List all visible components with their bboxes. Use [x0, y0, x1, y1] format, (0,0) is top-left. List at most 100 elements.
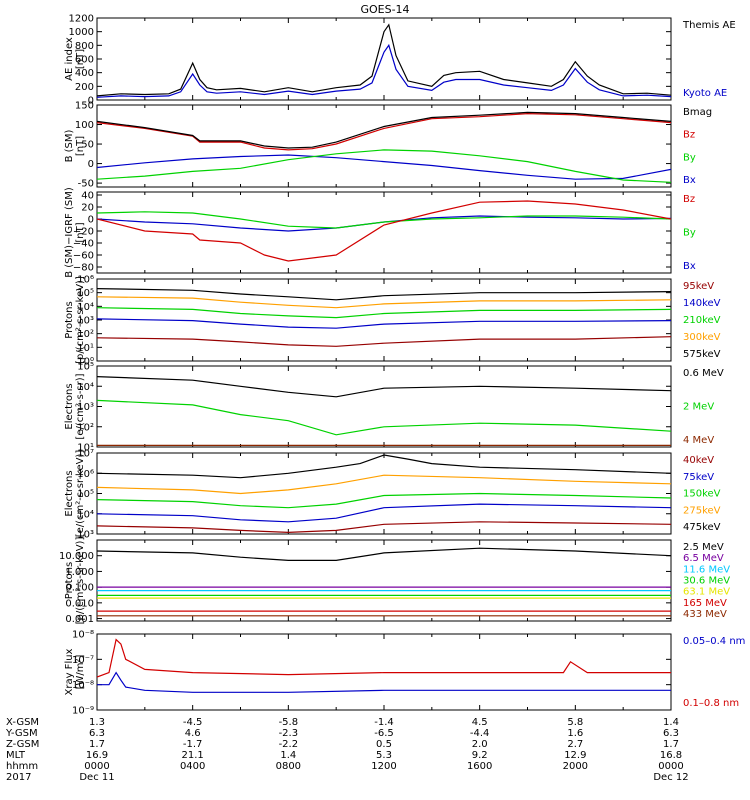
y-axis-label: Electrons: [64, 470, 75, 516]
legend-entry: 475keV: [683, 522, 721, 533]
x-tick-value: 16.8: [660, 750, 682, 761]
x-tick-value: 1200: [371, 761, 396, 772]
series-line-electrons-kev-2: [97, 492, 671, 509]
y-axis-label: B (SM): [64, 129, 75, 162]
legend-entry: By: [683, 228, 696, 239]
y-tick-label: 10⁻⁸: [72, 630, 94, 641]
y-tick-label: 10⁴: [77, 382, 94, 393]
y-axis-label: Electrons: [64, 383, 75, 429]
series-line-protons-kev-4: [97, 336, 671, 347]
x-tick-value: 2.7: [567, 739, 583, 750]
x-tick-value: -1.4: [374, 717, 394, 728]
x-tick-value: 1.6: [567, 728, 583, 739]
y-tick-label: 10⁶: [77, 275, 94, 286]
y-tick-label: 100: [75, 120, 94, 131]
x-tick-value: -6.5: [374, 728, 394, 739]
legend-entry: 30.6 MeV: [683, 576, 730, 587]
y-tick-label: 10⁶: [77, 469, 94, 480]
y-tick-label: −20: [73, 227, 94, 238]
legend-entry: 140keV: [683, 298, 721, 309]
series-line-electrons-mev-1: [97, 399, 671, 436]
y-tick-label: 0: [88, 96, 94, 107]
y-axis-label: [p/(cm²-s-sr-keV)]: [75, 537, 86, 625]
y-axis-label: Protons: [64, 301, 75, 338]
x-tick-value: 21.1: [182, 750, 204, 761]
y-axis-label: AE index: [64, 37, 75, 81]
series-line-protons-kev-1: [97, 296, 671, 309]
series-line-digrf-1: [97, 211, 671, 229]
legend-entry: Bx: [683, 261, 696, 272]
legend-entry: Bmag: [683, 107, 712, 118]
y-tick-label: 10²: [77, 329, 94, 340]
x-tick-value: 16.9: [86, 750, 108, 761]
y-tick-label: 20: [81, 203, 94, 214]
y-tick-label: 800: [75, 41, 94, 52]
series-line-electrons-mev-2: [97, 376, 671, 398]
x-tick-value: -2.3: [279, 728, 299, 739]
x-tick-value: -4.4: [470, 728, 490, 739]
series-line-electrons-kev-4: [97, 521, 671, 534]
y-tick-label: 0.100: [65, 583, 94, 594]
x-tick-value: 1.4: [663, 717, 679, 728]
x-row-label: hhmm: [6, 761, 38, 772]
x-tick-value: 12.9: [564, 750, 586, 761]
x-axis-ephemeris: X-GSMY-GSMZ-GSMMLThhmm20171.36.31.716.90…: [5, 717, 689, 783]
x-tick-value: 1.7: [89, 739, 105, 750]
y-tick-label: -50: [78, 179, 94, 190]
x-tick-value: 1.4: [280, 750, 296, 761]
legend-entry: Bx: [683, 175, 696, 186]
x-tick-value: 6.3: [89, 728, 105, 739]
y-tick-label: 1.000: [65, 567, 94, 578]
y-axis-label: [W/m²]: [75, 654, 86, 689]
series-line-protons-kev-0: [97, 288, 671, 301]
y-tick-label: 10⁰: [77, 357, 94, 368]
x-tick-value: -2.2: [279, 739, 299, 750]
legend-entry: 75keV: [683, 472, 714, 483]
y-tick-label: 10⁻⁹: [72, 706, 94, 717]
x-tick-value: 0.5: [376, 739, 392, 750]
series-line-xray-0: [97, 638, 671, 678]
x-tick-value: 5.8: [567, 717, 583, 728]
y-tick-label: 10⁵: [77, 288, 94, 299]
y-tick-label: 40: [81, 191, 94, 202]
y-tick-label: 10⁴: [77, 509, 94, 520]
y-tick-label: 10⁵: [77, 362, 94, 373]
y-tick-label: 10⁴: [77, 302, 94, 313]
x-tick-value: 2000: [563, 761, 588, 772]
y-axis-label: [e/(cm²-s-sr)]: [75, 373, 86, 439]
series-line-bsm-1: [97, 149, 671, 183]
x-row-label: MLT: [6, 750, 26, 761]
legend-entry: 0.6 MeV: [683, 368, 724, 379]
y-tick-label: 0.010: [65, 598, 94, 609]
series-line-electrons-kev-0: [97, 454, 671, 479]
legend-entry: 150keV: [683, 489, 721, 500]
legend-entry: 40keV: [683, 455, 714, 466]
y-axis-label: [p/(cm²-s-sr-keV)]: [75, 276, 86, 364]
y-tick-label: 50: [81, 140, 94, 151]
legend-entry: 11.6 MeV: [683, 564, 730, 575]
legend-entry: Kyoto AE: [683, 88, 727, 99]
legend-entry: 95keV: [683, 281, 714, 292]
y-tick-label: 600: [75, 55, 94, 66]
x-tick-value: -1.7: [183, 739, 203, 750]
series-line-electrons-kev-3: [97, 503, 671, 523]
y-tick-label: 1000: [69, 27, 94, 38]
legend-entry: 210keV: [683, 315, 721, 326]
legend-entry: 300keV: [683, 332, 721, 343]
x-tick-value: 0400: [180, 761, 205, 772]
y-tick-label: 200: [75, 82, 94, 93]
y-tick-label: 0: [88, 159, 94, 170]
series-line-protons-mev-6: [97, 547, 671, 562]
x-row-label: 2017: [6, 772, 31, 783]
y-axis-label: B (SM)−IGRF (SM): [64, 187, 75, 278]
legend-entry: 0.1–0.8 nm: [683, 698, 739, 709]
y-tick-label: 10¹: [77, 443, 94, 454]
y-tick-label: 10³: [77, 530, 94, 541]
y-axis-label: Xray Flux: [64, 648, 75, 695]
y-tick-label: 150: [75, 101, 94, 112]
